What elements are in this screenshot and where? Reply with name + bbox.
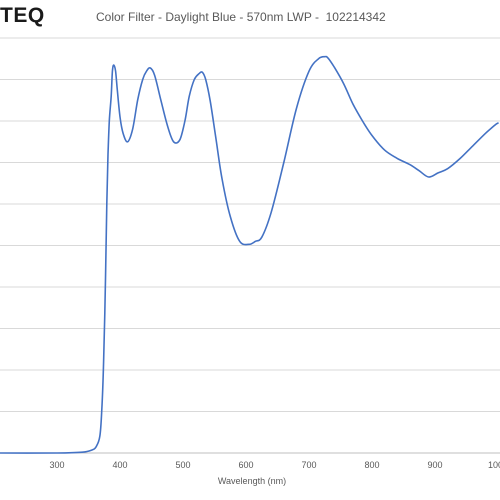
x-tick-label: 300 (49, 460, 64, 470)
x-tick-label: 600 (238, 460, 253, 470)
x-tick-labels: 300 400 500 600 700 800 900 1000 (49, 460, 500, 470)
brand-logo: TEQ (0, 4, 45, 27)
x-tick-label: 500 (175, 460, 190, 470)
series-line (0, 55, 499, 454)
x-tick-label: 1000 (488, 460, 500, 470)
x-tick-label: 900 (427, 460, 442, 470)
x-axis-label: Wavelength (nm) (218, 476, 286, 486)
x-tick-label: 700 (301, 460, 316, 470)
x-tick-label: 400 (112, 460, 127, 470)
x-tick-label: 800 (364, 460, 379, 470)
gridlines (0, 37, 500, 454)
chart-title: Color Filter - Daylight Blue - 570nm LWP… (96, 10, 386, 24)
